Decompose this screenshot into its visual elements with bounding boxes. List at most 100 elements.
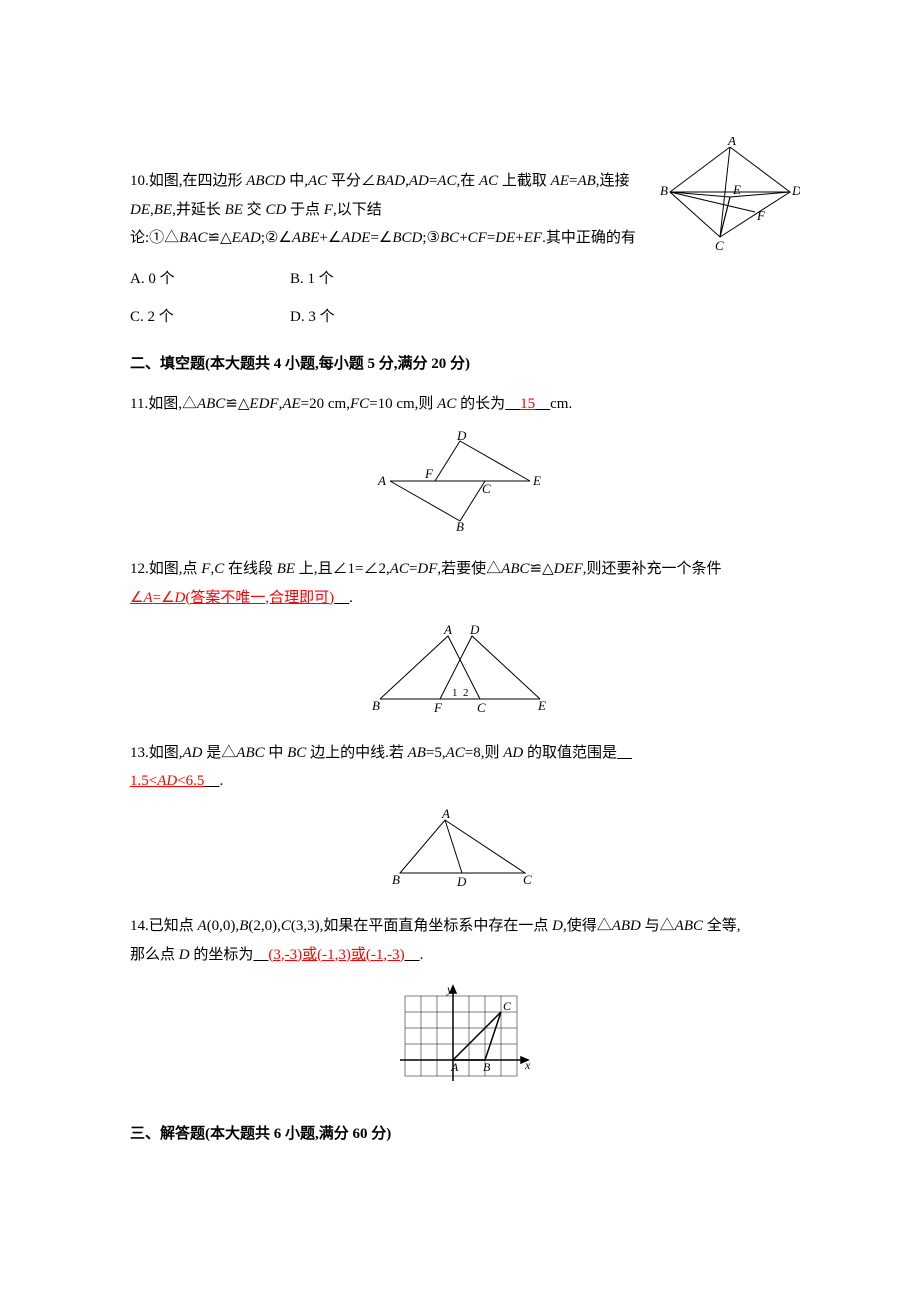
t: ∠ (130, 590, 143, 606)
l: F (433, 700, 443, 714)
q13-answer: 1.5<AD<6.5 (130, 773, 204, 789)
pad (204, 773, 219, 789)
q10-label-D: D (791, 183, 800, 198)
t: 上截取 (498, 173, 551, 189)
pad (505, 396, 520, 412)
t: 的长为 (456, 396, 505, 412)
t: =20 cm, (301, 396, 350, 412)
t: ,若要使△ (437, 561, 501, 577)
t: (答案不唯一,合理即可) (185, 590, 334, 606)
t: BE (225, 202, 243, 218)
q14-stem: 14.已知点 A(0,0),B(2,0),C(3,3),如果在平面直角坐标系中存… (130, 912, 790, 969)
t: (2,0), (248, 918, 281, 934)
t: ABE (292, 230, 320, 246)
t: 中 (265, 745, 288, 761)
q10-optB: B. 1 个 (290, 265, 370, 294)
t: ABC (501, 561, 529, 577)
t: BE (277, 561, 295, 577)
q10-label-F: F (756, 208, 766, 223)
t: . (219, 773, 223, 789)
t: CD (265, 202, 286, 218)
t: DEF (554, 561, 583, 577)
l: A (450, 1060, 459, 1074)
l: E (532, 473, 541, 488)
t: 14.已知点 (130, 918, 198, 934)
t: <6.5 (177, 773, 204, 789)
t: ,连接 (596, 173, 630, 189)
t: F (324, 202, 333, 218)
t: △ (220, 230, 232, 246)
section-2-heading: 二、填空题(本大题共 4 小题,每小题 5 分,满分 20 分) (130, 350, 790, 379)
t: ≌△ (225, 396, 249, 412)
pad (405, 947, 420, 963)
l: D (456, 874, 467, 888)
t: BC (287, 745, 306, 761)
t: ABCD (246, 173, 285, 189)
t: DE (130, 202, 150, 218)
t: AC (308, 173, 327, 189)
q12-figure: A D B F C E 1 2 (130, 624, 790, 725)
t: AC (437, 173, 456, 189)
l: B (372, 698, 380, 713)
t: A (143, 590, 152, 606)
section-3-heading: 三、解答题(本大题共 6 小题,满分 60 分) (130, 1120, 790, 1149)
pad (617, 745, 632, 761)
l: D (456, 431, 467, 443)
t: ≌ (208, 230, 221, 246)
t: AC (479, 173, 498, 189)
t: C (281, 918, 291, 934)
t: 于点 (286, 202, 324, 218)
t: D (175, 590, 186, 606)
t: 边上的中线.若 (306, 745, 407, 761)
q13-stem: 13.如图,AD 是△ABC 中 BC 边上的中线.若 AB=5,AC=8,则 … (130, 739, 790, 796)
t: BAD (376, 173, 405, 189)
t: . (420, 947, 424, 963)
t: 12.如图,点 (130, 561, 201, 577)
t: EDF (249, 396, 278, 412)
t: B (239, 918, 248, 934)
t: AD (157, 773, 177, 789)
t: (3,3),如果在平面直角坐标系中存在一点 (291, 918, 552, 934)
l: A (443, 624, 452, 637)
t: AC (390, 561, 409, 577)
t: ABC (675, 918, 703, 934)
t: ,使得△ (563, 918, 612, 934)
t: (0,0), (207, 918, 240, 934)
q10-label-C: C (715, 238, 724, 253)
l: B (483, 1060, 491, 1074)
t: ABC (197, 396, 225, 412)
t: BE (154, 202, 172, 218)
t: 中, (285, 173, 308, 189)
t: ABC (236, 745, 264, 761)
q10-options-row2: C. 2 个 D. 3 个 (130, 303, 790, 332)
q10-optC: C. 2 个 (130, 303, 210, 332)
t: ABD (612, 918, 641, 934)
q10-label-E: E (732, 182, 741, 197)
t: FC (350, 396, 369, 412)
l: B (392, 872, 400, 887)
t: AC (437, 396, 456, 412)
t: 那么点 (130, 947, 179, 963)
t: ,则还要补充一个条件 (583, 561, 722, 577)
t: 的取值范围是 (523, 745, 617, 761)
l: 1 (452, 687, 458, 699)
l: C (482, 481, 491, 496)
t: ∠ (161, 590, 174, 606)
q14-answer: (3,-3)或(-1,3)或(-1,-3) (268, 947, 404, 963)
t: 13.如图, (130, 745, 183, 761)
t: +∠ (319, 230, 341, 246)
t: BCD (392, 230, 422, 246)
t: .其中正确的有 (542, 230, 636, 246)
l: B (456, 519, 464, 531)
q10-figure: A B C D E F (660, 137, 800, 268)
t: 是△ (203, 745, 237, 761)
t: ,并延长 (172, 202, 225, 218)
t: ;②∠ (261, 230, 292, 246)
t: EAD (232, 230, 261, 246)
t: BC (440, 230, 459, 246)
t: 平分∠ (327, 173, 376, 189)
t: = (429, 173, 437, 189)
t: AD (503, 745, 523, 761)
t: 在线段 (224, 561, 277, 577)
t: BAC (179, 230, 207, 246)
